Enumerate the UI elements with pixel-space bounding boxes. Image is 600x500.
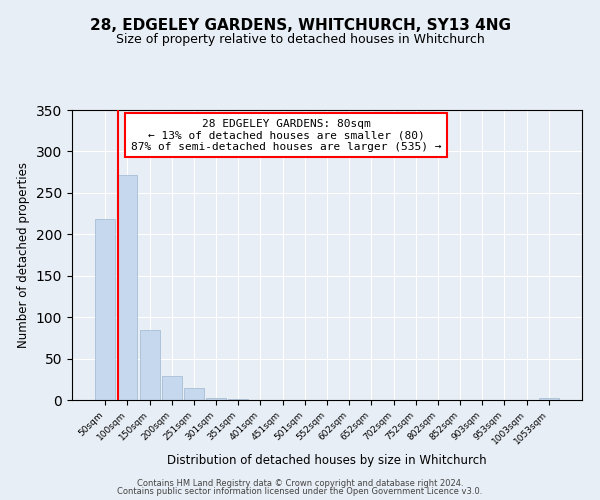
Bar (162, 376, 182, 400)
Bar (140, 330, 160, 400)
Text: Contains HM Land Registry data © Crown copyright and database right 2024.: Contains HM Land Registry data © Crown c… (137, 478, 463, 488)
Bar (95, 220, 115, 400)
Bar (539, 398, 559, 400)
Y-axis label: Number of detached properties: Number of detached properties (17, 162, 31, 348)
Bar (184, 388, 204, 400)
X-axis label: Distribution of detached houses by size in Whitchurch: Distribution of detached houses by size … (167, 454, 487, 467)
Text: 28 EDGELEY GARDENS: 80sqm
← 13% of detached houses are smaller (80)
87% of semi-: 28 EDGELEY GARDENS: 80sqm ← 13% of detac… (131, 118, 442, 152)
Text: Size of property relative to detached houses in Whitchurch: Size of property relative to detached ho… (116, 32, 484, 46)
Bar (118, 176, 137, 400)
Text: Contains public sector information licensed under the Open Government Licence v3: Contains public sector information licen… (118, 487, 482, 496)
Bar (206, 398, 226, 400)
Text: 28, EDGELEY GARDENS, WHITCHURCH, SY13 4NG: 28, EDGELEY GARDENS, WHITCHURCH, SY13 4N… (89, 18, 511, 32)
Bar (228, 399, 248, 400)
